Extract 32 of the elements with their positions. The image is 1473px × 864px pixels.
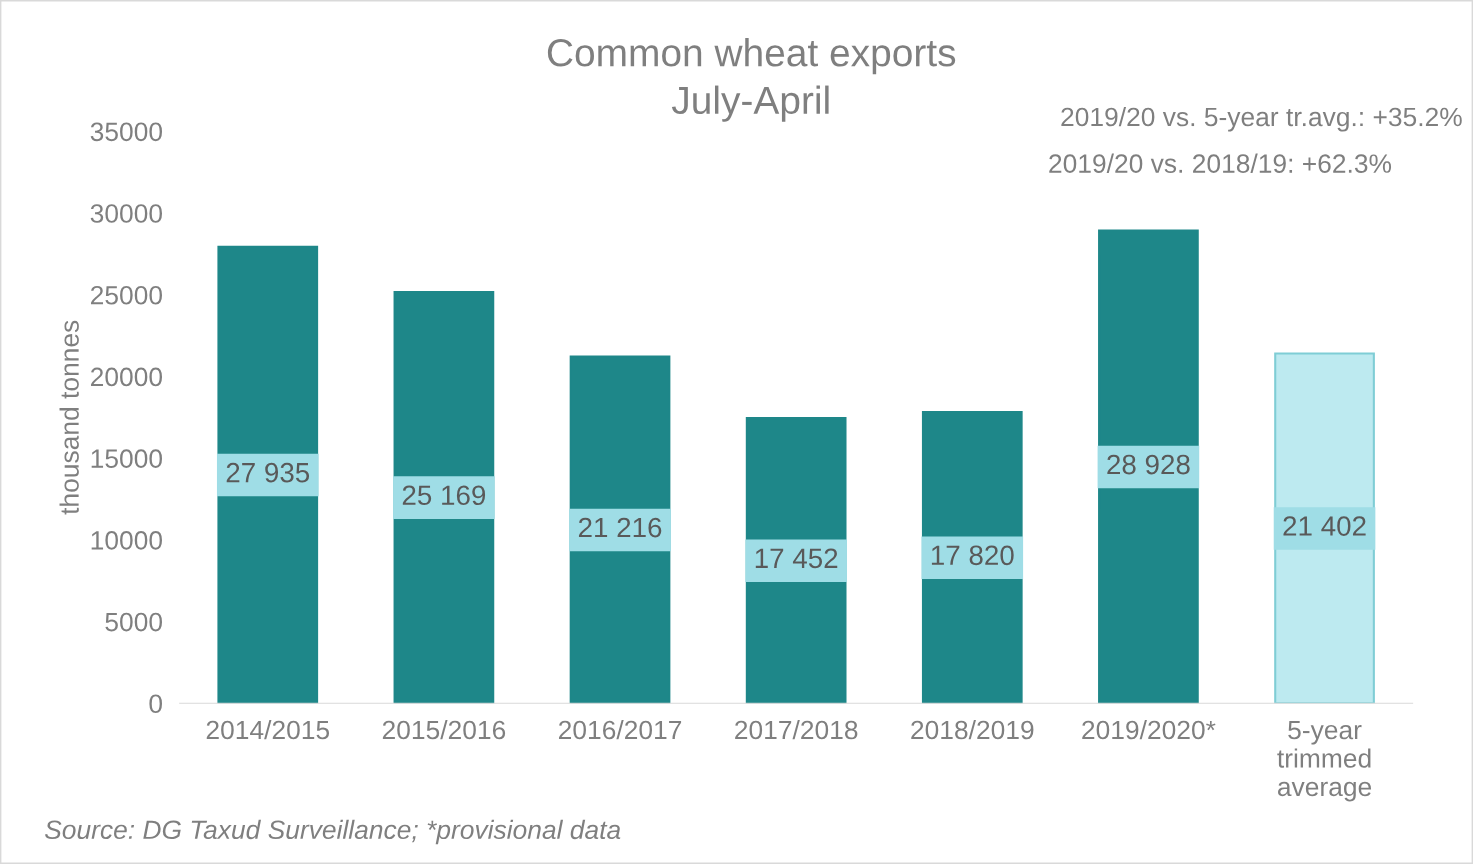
data-label: 21 402 <box>1283 516 1366 536</box>
annotation: 2019/20 vs. 2018/19: +62.3% <box>1049 153 1392 173</box>
bar <box>569 355 671 704</box>
source-note: Source: DG Taxud Surveillance; *provisional data <box>44 819 621 845</box>
data-label: 17 452 <box>755 548 838 569</box>
x-tick-label: 2017/2018 <box>735 719 858 740</box>
x-tick-label: 2015/2016 <box>382 719 506 740</box>
y-tick-label: 35000 <box>90 122 163 142</box>
chart-subtitle: July-April <box>671 85 829 122</box>
y-tick-label: 20000 <box>90 367 163 387</box>
x-tick-label: 5-year trimmed average <box>1277 720 1372 802</box>
x-tick-label: 2014/2015 <box>206 719 330 740</box>
bar <box>393 290 495 704</box>
x-tick-label: 2016/2017 <box>558 719 682 740</box>
data-label: 27 935 <box>226 462 310 483</box>
x-tick-label: 2018/2019 <box>911 719 1034 740</box>
chart-title: Common wheat exports <box>547 38 956 75</box>
bar <box>1098 229 1199 704</box>
y-tick-label: 10000 <box>91 531 163 550</box>
data-label: 28 928 <box>1107 454 1190 475</box>
y-axis-title: thousand tonnes <box>59 320 79 515</box>
y-tick-label: 15000 <box>91 449 163 468</box>
y-tick-label: 25000 <box>90 285 163 305</box>
data-label: 21 216 <box>578 517 662 538</box>
data-label: 17 820 <box>931 545 1014 566</box>
data-label: 25 169 <box>402 485 486 506</box>
y-tick-label: 5000 <box>105 612 163 632</box>
y-tick-label: 0 <box>149 694 163 714</box>
x-tick-label: 2019/2020* <box>1082 719 1216 740</box>
text: 2019/20 vs. 5-year tr.avg.: +35.2% <box>1061 106 1462 132</box>
bar <box>217 245 319 704</box>
y-tick-label: 30000 <box>90 204 163 223</box>
